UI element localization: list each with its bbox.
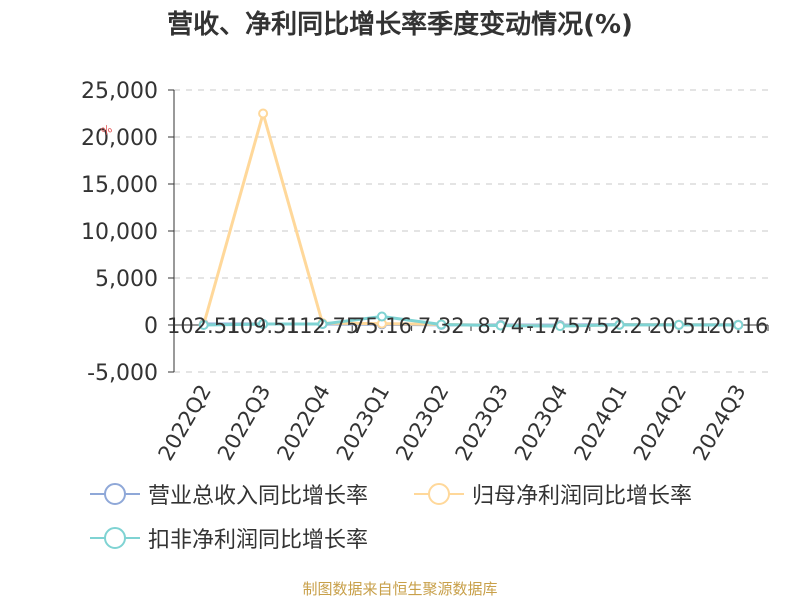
data-label: -17.57: [526, 314, 594, 338]
data-point-profit: [258, 108, 269, 119]
x-tick-label: 2022Q4: [272, 381, 334, 465]
x-tick-label: 2023Q1: [332, 381, 394, 465]
x-tick-label: 2023Q4: [510, 381, 572, 465]
series-lines: [198, 108, 744, 332]
y-tick-label: 5,000: [95, 267, 158, 292]
data-point-deducted: [495, 320, 506, 331]
data-label: 112.75: [286, 314, 359, 338]
legend-line-marker-icon: [90, 527, 140, 549]
data-point-deducted: [436, 319, 447, 330]
source-note: 制图数据来自恒生聚源数据库: [302, 580, 498, 598]
legend-item-deducted[interactable]: 扣非净利润同比增长率: [90, 522, 368, 554]
y-tick-label: 10,000: [81, 220, 158, 245]
data-point-deducted: [614, 319, 625, 330]
legend-line-marker-icon: [414, 483, 464, 505]
y-tick-label: 20,000: [81, 126, 158, 151]
x-tick-label: 2022Q3: [213, 381, 275, 465]
data-point-deducted: [673, 319, 684, 330]
data-label: 109.51: [226, 314, 299, 338]
series-line-profit: [202, 112, 739, 328]
data-point-deducted: [258, 319, 269, 330]
data-label: 102.51: [167, 314, 240, 338]
x-tick-label: 2024Q3: [688, 381, 750, 465]
x-tick-label: 2022Q2: [154, 381, 216, 465]
data-point-deducted: [733, 319, 744, 330]
data-label: 52.2: [596, 314, 643, 338]
series-line-deducted: [203, 315, 739, 328]
data-label: 75.16: [352, 314, 412, 338]
data-point-deducted: [317, 319, 328, 330]
x-tick-label: 2023Q2: [391, 381, 453, 465]
x-tick-label: 2024Q1: [569, 381, 631, 465]
data-point-deducted: [198, 320, 209, 330]
axes: -5,000 0 5,000 10,000 15,000 20,000 25,000 2022…: [81, 79, 769, 465]
data-label: 20.16: [708, 314, 768, 338]
data-label: 20.51: [649, 314, 709, 338]
y-tick-label: 0: [144, 314, 158, 339]
y-tick-label: 15,000: [81, 173, 158, 198]
data-point-deducted: [555, 321, 566, 332]
legend-item-revenue[interactable]: 营业总收入同比增长率: [90, 478, 368, 510]
data-label: 8.74: [477, 314, 524, 338]
x-tick-label: 2023Q3: [451, 381, 513, 465]
legend-line-marker-icon: [90, 483, 140, 505]
legend-item-profit[interactable]: 归母净利润同比增长率: [414, 478, 692, 510]
data-point-deducted: [376, 311, 387, 322]
legend-label-deducted: 扣非净利润同比增长率: [148, 528, 369, 553]
y-tick-label: -5,000: [87, 361, 158, 386]
chart-title: 营收、净利同比增长率季度变动情况(%): [167, 10, 633, 40]
x-tick-label: 2024Q2: [629, 381, 691, 465]
legend-label-profit: 归母净利润同比增长率: [472, 484, 693, 509]
y-tick-label: 25,000: [81, 79, 158, 104]
data-label: 7.32: [418, 314, 465, 338]
legend-label-revenue: 营业总收入同比增长率: [148, 484, 369, 509]
